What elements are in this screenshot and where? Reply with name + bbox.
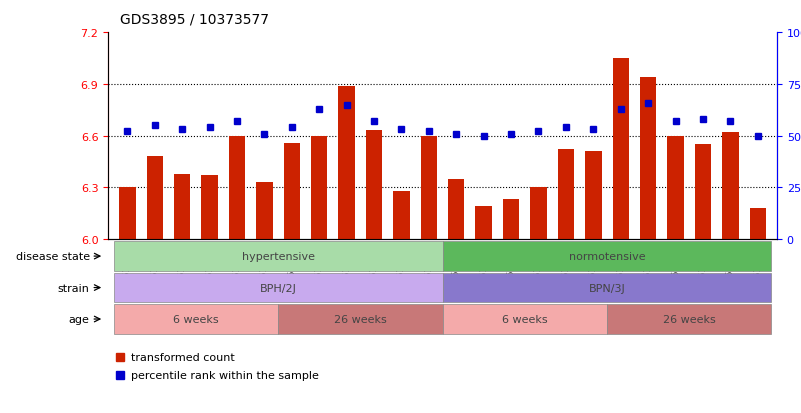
Bar [311, 136, 328, 240]
Text: transformed count: transformed count [131, 352, 235, 362]
Bar [442, 242, 771, 271]
Text: 6 weeks: 6 weeks [502, 314, 548, 324]
Bar [448, 179, 465, 240]
Bar [114, 242, 442, 271]
Bar [476, 207, 492, 240]
Bar [366, 131, 382, 240]
Bar [557, 150, 574, 240]
Text: age: age [69, 314, 90, 324]
Bar [278, 304, 442, 334]
Text: 6 weeks: 6 weeks [173, 314, 219, 324]
Bar [421, 136, 437, 240]
Bar [229, 136, 245, 240]
Bar [723, 133, 739, 240]
Bar [530, 188, 547, 240]
Bar [338, 86, 355, 240]
Text: normotensive: normotensive [569, 252, 646, 261]
Bar [585, 152, 602, 240]
Text: disease state: disease state [15, 252, 90, 261]
Bar [613, 59, 629, 240]
Text: strain: strain [58, 283, 90, 293]
Bar [201, 176, 218, 240]
Text: 26 weeks: 26 weeks [663, 314, 715, 324]
Bar [442, 273, 771, 303]
Bar [114, 273, 442, 303]
Bar [694, 145, 711, 240]
Bar [256, 183, 272, 240]
Text: percentile rank within the sample: percentile rank within the sample [131, 370, 319, 380]
Text: BPN/3J: BPN/3J [589, 283, 626, 293]
Bar [442, 304, 607, 334]
Bar [119, 188, 135, 240]
Bar [284, 143, 300, 240]
Text: GDS3895 / 10373577: GDS3895 / 10373577 [120, 12, 269, 26]
Bar [174, 174, 191, 240]
Bar [640, 78, 656, 240]
Bar [147, 157, 163, 240]
Text: 26 weeks: 26 weeks [334, 314, 387, 324]
Text: hypertensive: hypertensive [242, 252, 315, 261]
Bar [750, 209, 766, 240]
Bar [503, 200, 519, 240]
Bar [667, 136, 684, 240]
Bar [114, 304, 278, 334]
Bar [393, 191, 409, 240]
Text: BPH/2J: BPH/2J [260, 283, 296, 293]
Bar [607, 304, 771, 334]
